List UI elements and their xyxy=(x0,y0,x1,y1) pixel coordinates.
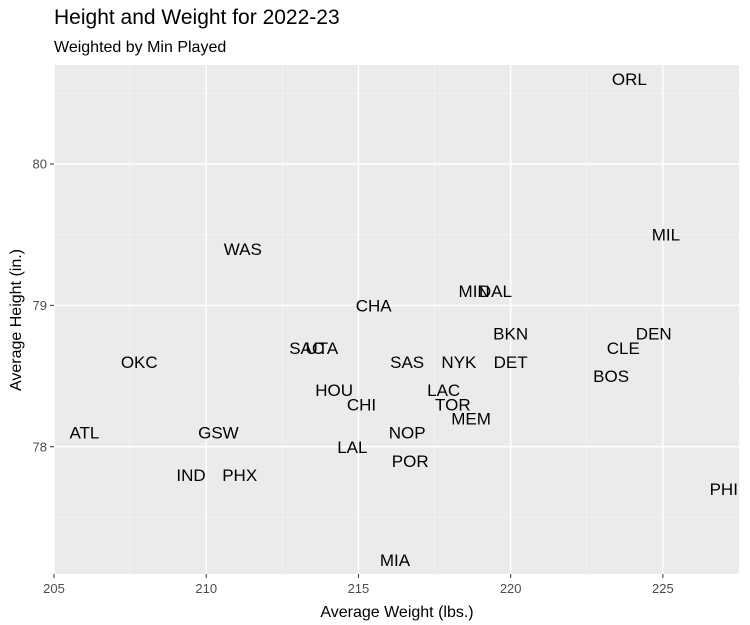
point-label-det: DET xyxy=(494,353,528,372)
y-tick-label: 79 xyxy=(33,298,47,313)
y-axis: 78 79 80 xyxy=(33,156,54,454)
point-label-hou: HOU xyxy=(315,381,353,400)
y-tick-label: 80 xyxy=(33,156,47,171)
x-tick-label: 210 xyxy=(195,581,217,596)
point-label-was: WAS xyxy=(224,240,262,259)
point-label-bkn: BKN xyxy=(493,325,528,344)
x-tick-label: 205 xyxy=(43,581,65,596)
point-label-min: MIN xyxy=(459,282,490,301)
point-label-nyk: NYK xyxy=(441,353,477,372)
grid-minor xyxy=(54,65,740,574)
point-label-sac: SAC xyxy=(289,339,324,358)
point-label-mem: MEM xyxy=(451,409,491,428)
plot-panel xyxy=(54,65,739,574)
x-axis: 205 210 215 220 225 xyxy=(43,574,674,596)
x-tick-label: 220 xyxy=(500,581,522,596)
point-label-cha: CHA xyxy=(356,296,393,315)
point-label-ind: IND xyxy=(176,466,205,485)
y-axis-title: Average Height (in.) xyxy=(8,249,25,391)
point-label-sas: SAS xyxy=(390,353,424,372)
x-tick-label: 215 xyxy=(348,581,370,596)
point-label-dal: DAL xyxy=(479,282,512,301)
x-axis-title: Average Weight (lbs.) xyxy=(320,604,473,621)
point-label-den: DEN xyxy=(636,325,672,344)
y-tick-label: 78 xyxy=(33,439,47,454)
point-label-lac: LAC xyxy=(427,381,460,400)
point-label-nop: NOP xyxy=(389,424,426,443)
point-label-tor: TOR xyxy=(435,395,471,414)
grid-major xyxy=(53,65,739,574)
point-label-chi: CHI xyxy=(347,395,376,414)
point-label-bos: BOS xyxy=(593,367,629,386)
point-label-lal: LAL xyxy=(337,438,367,457)
point-label-cle: CLE xyxy=(607,339,640,358)
chart-subtitle: Weighted by Min Played xyxy=(54,39,226,56)
point-label-okc: OKC xyxy=(121,353,158,372)
point-label-gsw: GSW xyxy=(198,424,239,443)
chart-title: Height and Weight for 2022-23 xyxy=(54,6,340,29)
point-label-por: POR xyxy=(392,452,429,471)
point-label-orl: ORL xyxy=(612,70,647,89)
x-tick-label: 225 xyxy=(652,581,674,596)
point-label-uta: UTA xyxy=(306,339,339,358)
point-label-mil: MIL xyxy=(652,226,680,245)
point-label-atl: ATL xyxy=(69,424,99,443)
point-label-phx: PHX xyxy=(222,466,257,485)
point-label-mia: MIA xyxy=(380,551,411,570)
point-label-phi: PHI xyxy=(710,480,738,499)
